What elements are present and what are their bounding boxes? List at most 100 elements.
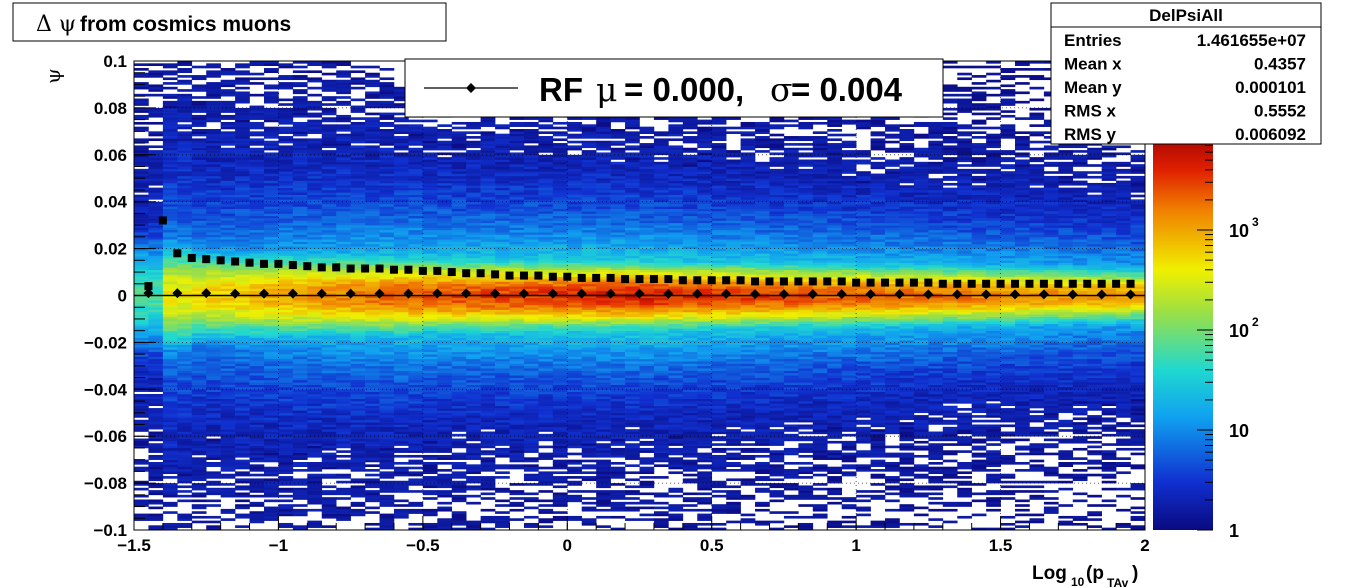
x-axis-label-mid: (p — [1086, 563, 1104, 584]
x-axis-label-end: ) — [1132, 563, 1138, 584]
y-tick-label: 0.1 — [103, 52, 127, 71]
legend-marker — [466, 83, 476, 93]
title-box: Δ ψ from cosmics muons — [12, 2, 447, 42]
square-point — [606, 273, 615, 282]
heatmap-cells — [134, 61, 1145, 530]
colorbar-tick-base: 10 — [1229, 221, 1249, 241]
square-point — [1025, 279, 1034, 288]
diamond-point — [230, 288, 241, 299]
square-point — [404, 265, 413, 274]
x-axis-label-main: Log — [1032, 563, 1067, 584]
diamond-point — [692, 288, 703, 299]
square-point — [389, 265, 398, 274]
stats-row-value: 0.000101 — [1235, 78, 1306, 97]
diamond-point — [201, 288, 212, 299]
diamond-point — [403, 288, 414, 299]
x-axis-label-sub1: 10 — [1071, 575, 1085, 588]
y-tick-label: −0.06 — [84, 427, 127, 446]
square-point — [332, 263, 341, 272]
colorbar-tick-exponent: 3 — [1252, 215, 1259, 229]
square-point — [678, 276, 687, 285]
colorbar-tick-label: 10 — [1229, 421, 1249, 441]
square-point — [967, 279, 976, 288]
y-tick-label: 0 — [118, 287, 127, 306]
x-tick-label: −0.5 — [406, 536, 440, 555]
stats-title: DelPsiAll — [1149, 6, 1223, 25]
square-point — [519, 271, 528, 280]
diamond-point — [894, 289, 905, 300]
square-point — [1097, 279, 1106, 288]
x-tick-label: 0 — [563, 536, 572, 555]
square-point — [548, 272, 557, 281]
square-point — [664, 275, 673, 284]
square-point — [1112, 279, 1121, 288]
square-point — [447, 268, 456, 277]
square-point — [621, 275, 630, 284]
diamond-point — [316, 288, 327, 299]
square-point — [1039, 279, 1048, 288]
square-point — [808, 277, 817, 286]
square-point — [592, 273, 601, 282]
stats-row-value: 0.006092 — [1235, 125, 1306, 144]
square-point — [288, 261, 297, 270]
square-point — [866, 278, 875, 287]
square-point — [144, 282, 153, 291]
square-point — [707, 276, 716, 285]
square-point — [779, 277, 788, 286]
diamond-point — [518, 288, 529, 299]
stats-row-label: Mean y — [1064, 78, 1122, 97]
diamond-point — [778, 289, 789, 300]
diamond-point — [172, 288, 183, 299]
stats-row-value: 0.5552 — [1254, 102, 1306, 121]
axes: −1.5 −1 −0.5 0 0.5 1 1.5 2 −0.1 −0.08 −0.06 −0.04 −0… — [84, 52, 1150, 555]
square-point — [231, 257, 240, 266]
y-tick-label: −0.08 — [84, 474, 127, 493]
square-point — [433, 266, 442, 275]
square-point — [852, 278, 861, 287]
square-point — [361, 264, 370, 273]
square-point — [1068, 279, 1077, 288]
colorbar-tick-label: 1 — [1229, 521, 1239, 541]
diamond-point — [258, 288, 269, 299]
y-tick-label: 0.04 — [94, 193, 128, 212]
diamond-point — [1010, 289, 1021, 300]
y-tick-label: 0.02 — [94, 240, 127, 259]
square-point — [751, 277, 760, 286]
square-point — [505, 271, 514, 280]
square-point — [953, 279, 962, 288]
stats-box: DelPsiAll Entries 1.461655e+07 Mean x 0.435… — [1050, 2, 1322, 145]
legend-mu: μ — [596, 70, 617, 109]
square-point — [375, 264, 384, 273]
diamond-point — [345, 288, 356, 299]
square-point — [491, 270, 500, 279]
colorbar-tick-exponent: 2 — [1252, 315, 1259, 329]
stats-row-label: RMS x — [1064, 102, 1117, 121]
diamond-point — [721, 288, 732, 299]
legend-sigma-value: = 0.004 — [791, 71, 903, 108]
diamond-point — [1125, 289, 1136, 300]
diamond-point — [952, 289, 963, 300]
square-point — [216, 256, 225, 265]
y-tick-label: −0.02 — [84, 333, 127, 352]
square-point — [1126, 279, 1135, 288]
stats-row-label: RMS y — [1064, 125, 1117, 144]
stats-row-value: 0.4357 — [1254, 55, 1306, 74]
square-point — [534, 271, 543, 280]
x-tick-label: −1 — [269, 536, 288, 555]
diamond-point — [374, 288, 385, 299]
diamond-point — [865, 289, 876, 300]
x-tick-label: 1.5 — [989, 536, 1013, 555]
diamond-point — [1038, 289, 1049, 300]
diamond-point — [605, 288, 616, 299]
square-point — [158, 216, 167, 225]
diamond-point — [663, 288, 674, 299]
square-point — [909, 278, 918, 287]
y-tick-label: −0.04 — [84, 380, 128, 399]
x-axis-label: Log 10 (p TAv ) — [1032, 563, 1138, 588]
square-point — [924, 278, 933, 287]
legend-sigma: σ — [770, 70, 793, 109]
square-point — [202, 255, 211, 264]
square-point — [1011, 279, 1020, 288]
diamond-point — [750, 289, 761, 300]
diamond-point — [836, 289, 847, 300]
